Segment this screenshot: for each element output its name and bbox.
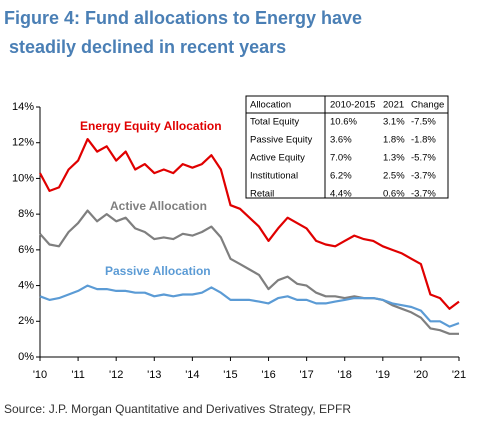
table-cell: 3.1% [383,117,405,128]
y-tick-label: 10% [12,172,34,184]
x-tick-label: '12 [109,369,123,381]
table-cell: 1.8% [383,135,405,146]
x-tick-label: '19 [376,369,390,381]
x-tick-label: '10 [33,369,47,381]
series-label: Energy Equity Allocation [80,119,222,133]
table-header: Allocation [250,100,291,111]
chart-title: Figure 4: Fund allocations to Energy hav… [4,8,362,57]
table-cell: Total Equity [250,117,299,128]
table-cell: 7.0% [330,153,352,164]
table-cell: -5.7% [411,153,436,164]
table-header: Change [411,100,444,111]
table-cell: Retail [250,189,274,200]
y-tick-label: 12% [12,137,34,149]
x-tick-label: '21 [452,369,466,381]
x-tick-label: '14 [185,369,199,381]
series-label: Active Allocation [110,199,207,213]
table-cell: 4.4% [330,189,352,200]
table-cell: Passive Equity [250,135,313,146]
table-cell: -7.5% [411,117,436,128]
y-tick-label: 4% [18,279,34,291]
x-tick-label: '20 [414,369,428,381]
table-cell: Active Equity [250,153,305,164]
table-header: 2010-2015 [330,100,375,111]
table-cell: 2.5% [383,171,405,182]
series-line [39,284,460,328]
x-tick-label: '13 [147,369,161,381]
table-header: 2021 [383,100,404,111]
table-cell: 3.6% [330,135,352,146]
x-tick-label: '16 [261,369,275,381]
summary-table [245,95,449,199]
y-tick-label: 14% [12,101,34,113]
table-cell: 10.6% [330,117,357,128]
y-tick-label: 2% [18,315,34,327]
table-cell: -3.7% [411,171,436,182]
series-line [39,138,460,310]
x-tick-label: '15 [223,369,237,381]
source: Source: J.P. Morgan Quantitative and Der… [4,402,351,416]
series-line [39,209,459,335]
table-cell: 6.2% [330,171,352,182]
y-tick-label: 6% [18,244,34,256]
table-cell: Institutional [250,171,298,182]
series-label: Passive Allocation [105,264,211,278]
x-tick-label: '11 [71,369,85,381]
table-cell: -1.8% [411,135,436,146]
x-tick-label: '18 [338,369,352,381]
table-cell: -3.7% [411,189,436,200]
y-tick-label: 0% [18,351,34,363]
table-cell: 1.3% [383,153,405,164]
y-tick-label: 8% [18,208,34,220]
x-tick-label: '17 [299,369,313,381]
table-cell: 0.6% [383,189,405,200]
